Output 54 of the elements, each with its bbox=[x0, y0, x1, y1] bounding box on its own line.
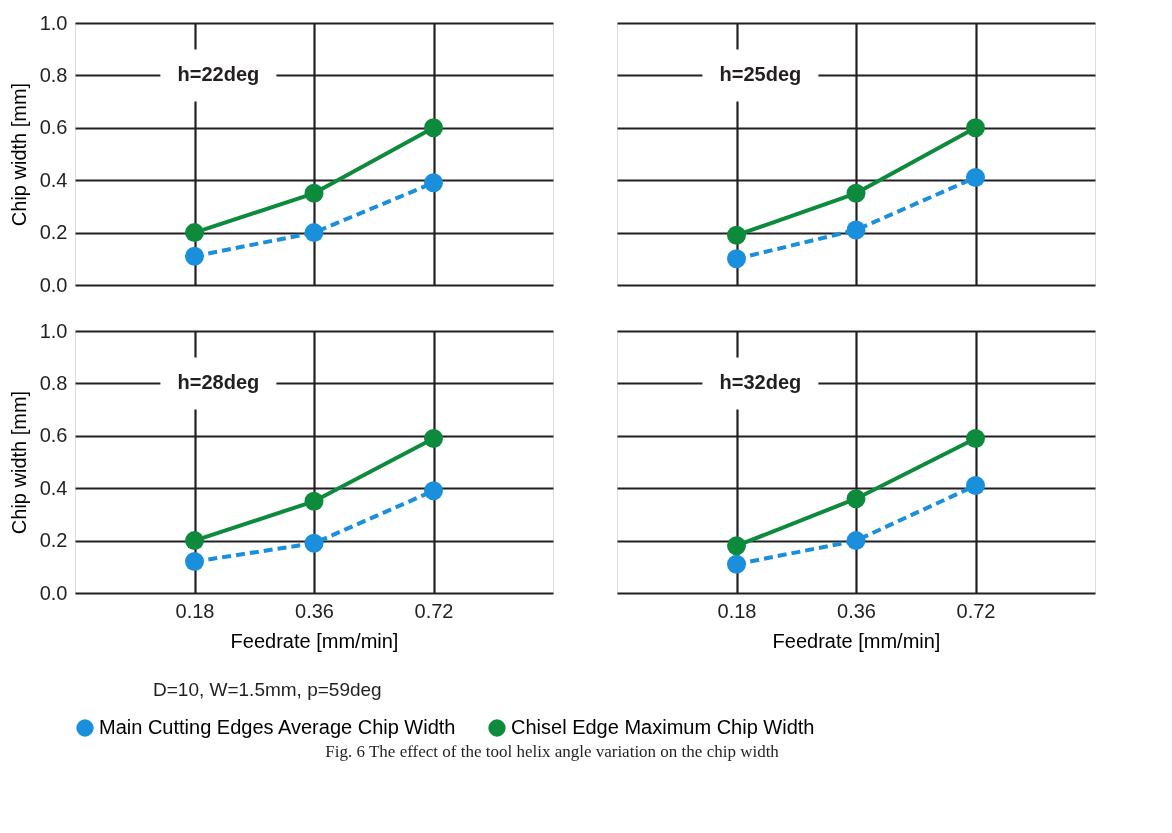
y-axis-title: Chip width [mm] bbox=[7, 82, 30, 227]
point bbox=[185, 223, 204, 243]
y-tick-label: 0.2 bbox=[39, 221, 68, 244]
x-axis-title: Feedrate [mm/min] bbox=[230, 629, 399, 652]
point bbox=[966, 118, 985, 138]
y-tick-label: 0.0 bbox=[39, 581, 68, 604]
point bbox=[424, 481, 443, 501]
y-tick-label: 0.4 bbox=[39, 168, 68, 191]
y-tick-label: 0.4 bbox=[39, 476, 68, 499]
point bbox=[846, 489, 866, 509]
y-tick-label: 0.6 bbox=[39, 424, 68, 447]
point bbox=[846, 531, 866, 551]
point bbox=[424, 118, 443, 138]
annotation: h=25deg bbox=[719, 63, 802, 86]
annotation: h=32deg bbox=[719, 371, 802, 394]
legend-label: Main Cutting Edges Average Chip Width bbox=[99, 716, 456, 738]
point bbox=[727, 249, 746, 269]
x-tick-label: 0.18 bbox=[175, 599, 215, 622]
x-tick-label: 0.18 bbox=[717, 599, 757, 622]
point bbox=[966, 476, 985, 496]
point bbox=[966, 428, 985, 448]
point bbox=[966, 168, 985, 188]
y-tick-label: 0.8 bbox=[39, 63, 68, 86]
x-tick-label: 0.36 bbox=[837, 599, 876, 622]
point bbox=[727, 536, 746, 556]
y-tick-label: 1.0 bbox=[39, 11, 68, 34]
annotation: h=28deg bbox=[177, 371, 260, 394]
point bbox=[304, 183, 324, 203]
point bbox=[424, 428, 443, 448]
x-tick-label: 0.36 bbox=[295, 599, 334, 622]
y-tick-label: 0.6 bbox=[39, 116, 68, 139]
point bbox=[304, 223, 324, 243]
point bbox=[727, 225, 746, 245]
y-tick-label: 0.2 bbox=[39, 529, 68, 552]
point bbox=[727, 554, 746, 574]
x-tick-label: 0.72 bbox=[414, 599, 454, 622]
point bbox=[304, 491, 324, 511]
y-axis-title: Chip width [mm] bbox=[7, 390, 30, 535]
text: D=10, W=1.5mm, p=59deg bbox=[153, 679, 382, 700]
x-tick-label: 0.72 bbox=[956, 599, 996, 622]
point bbox=[304, 533, 324, 553]
point bbox=[846, 183, 866, 203]
legend-label: Chisel Edge Maximum Chip Width bbox=[511, 716, 815, 738]
y-tick-label: 0.8 bbox=[39, 371, 68, 394]
point bbox=[185, 246, 204, 266]
x-axis-title: Feedrate [mm/min] bbox=[772, 629, 941, 652]
point bbox=[185, 531, 204, 551]
y-tick-label: 0.0 bbox=[39, 273, 68, 296]
y-tick-label: 1.0 bbox=[39, 319, 68, 342]
caption: Fig. 6 The effect of the tool helix angle variation on the chip width bbox=[325, 742, 780, 761]
annotation: h=22deg bbox=[177, 63, 260, 86]
point bbox=[185, 552, 204, 572]
point bbox=[424, 173, 443, 193]
point bbox=[846, 220, 866, 240]
